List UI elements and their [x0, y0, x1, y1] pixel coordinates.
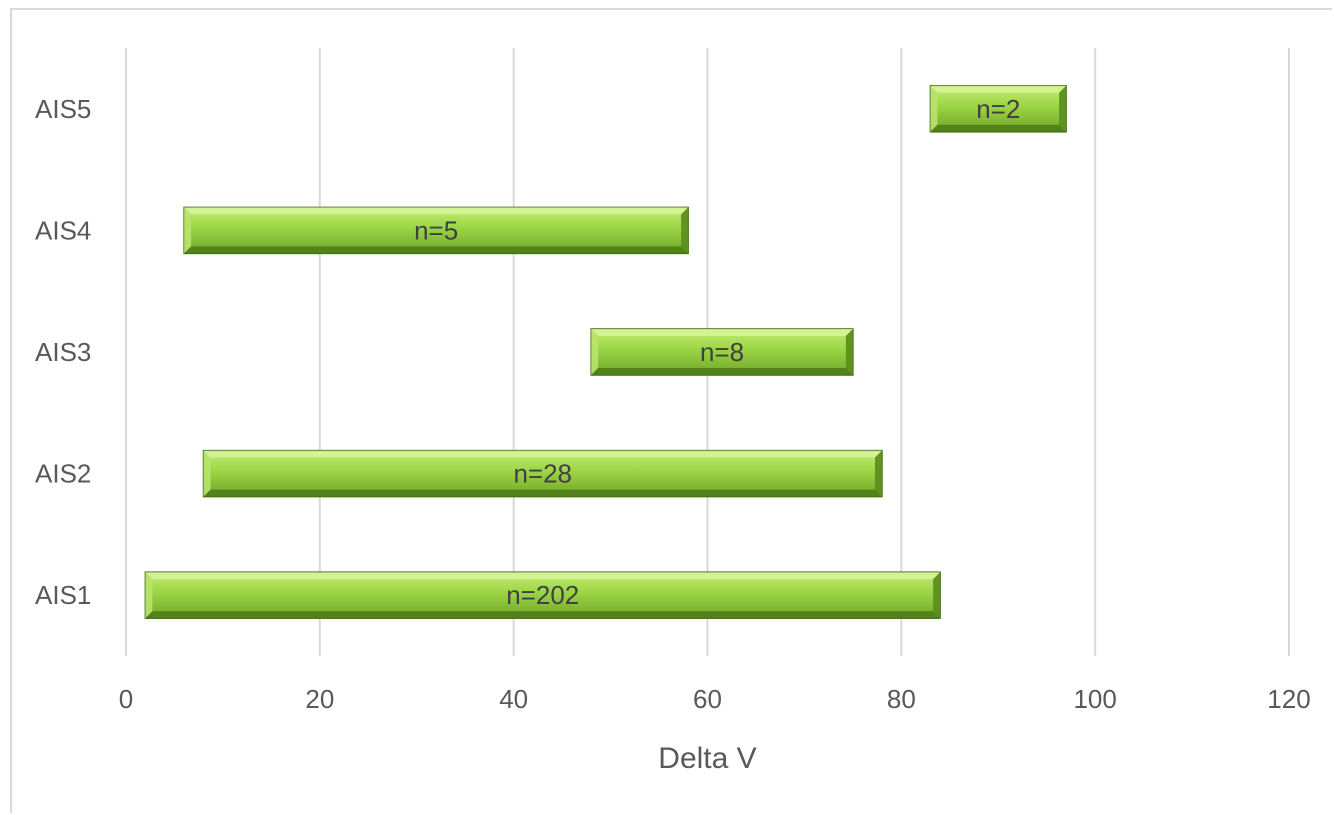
bar-bevel-right [1059, 85, 1067, 132]
chart-frame: n=202 n=28 n=8 n=5 n=2 AIS1 AIS2 AIS3 AIS4 AIS5 … [10, 8, 1332, 813]
bar-body [590, 328, 854, 376]
bar-ais5: n=2 [929, 85, 1067, 133]
y-category-label-ais1: AIS1 [35, 580, 91, 610]
y-category-label-ais4: AIS4 [35, 215, 91, 245]
bar-data-label: n=202 [506, 580, 579, 610]
y-category-label-ais3: AIS3 [35, 337, 91, 367]
x-tick-label-20: 20 [305, 684, 334, 714]
bar-body [202, 449, 883, 498]
x-tick-label-120: 120 [1267, 684, 1310, 714]
bar-bevel-right [845, 329, 853, 375]
bar-data-label: n=8 [700, 337, 744, 367]
bar-bevel-right [874, 450, 882, 497]
bar-body [929, 85, 1067, 133]
x-axis-title: Delta V [658, 742, 756, 775]
bar-ais4: n=5 [183, 206, 689, 255]
x-tick-label-0: 0 [119, 684, 133, 714]
bar-bevel-top [203, 450, 882, 458]
x-tick-label-80: 80 [887, 684, 916, 714]
bar-bevel-left [591, 329, 599, 375]
bar-bevel-top [591, 329, 853, 336]
bar-bevel-right [933, 572, 941, 619]
x-tick-labels: 0 20 40 60 80 100 120 [119, 684, 1311, 714]
bar-bevel-bottom [203, 489, 882, 497]
bar-bevel-bottom [145, 611, 941, 619]
bar-bevel-bottom [591, 368, 853, 375]
bars: n=202 n=28 n=8 n=5 n=2 [144, 85, 1067, 619]
x-tick-label-40: 40 [499, 684, 528, 714]
bar-ais2: n=28 [202, 449, 883, 498]
bar-bevel-top [930, 85, 1067, 93]
grid-lines [125, 48, 1290, 656]
bar-bevel-left [203, 450, 211, 497]
bar-ais3: n=8 [590, 328, 854, 376]
bar-ais1: n=202 [144, 571, 941, 619]
bar-bevel-left [184, 207, 192, 254]
bar-bevel-top [184, 207, 689, 215]
bar-bevel-top [145, 572, 941, 580]
bar-bevel-left [930, 85, 938, 132]
y-category-label-ais5: AIS5 [35, 94, 91, 124]
bar-bevel-bottom [184, 246, 689, 254]
bar-bevel-bottom [930, 124, 1067, 132]
bar-bevel-right [681, 207, 689, 254]
bar-bevel-left [145, 572, 153, 619]
bar-data-label: n=2 [976, 94, 1020, 124]
x-tick-label-100: 100 [1073, 684, 1116, 714]
y-category-label-ais2: AIS2 [35, 459, 91, 489]
x-tick-label-60: 60 [693, 684, 722, 714]
bar-data-label: n=5 [414, 215, 458, 245]
category-labels: AIS1 AIS2 AIS3 AIS4 AIS5 [35, 94, 91, 610]
bar-data-label: n=28 [513, 459, 572, 489]
